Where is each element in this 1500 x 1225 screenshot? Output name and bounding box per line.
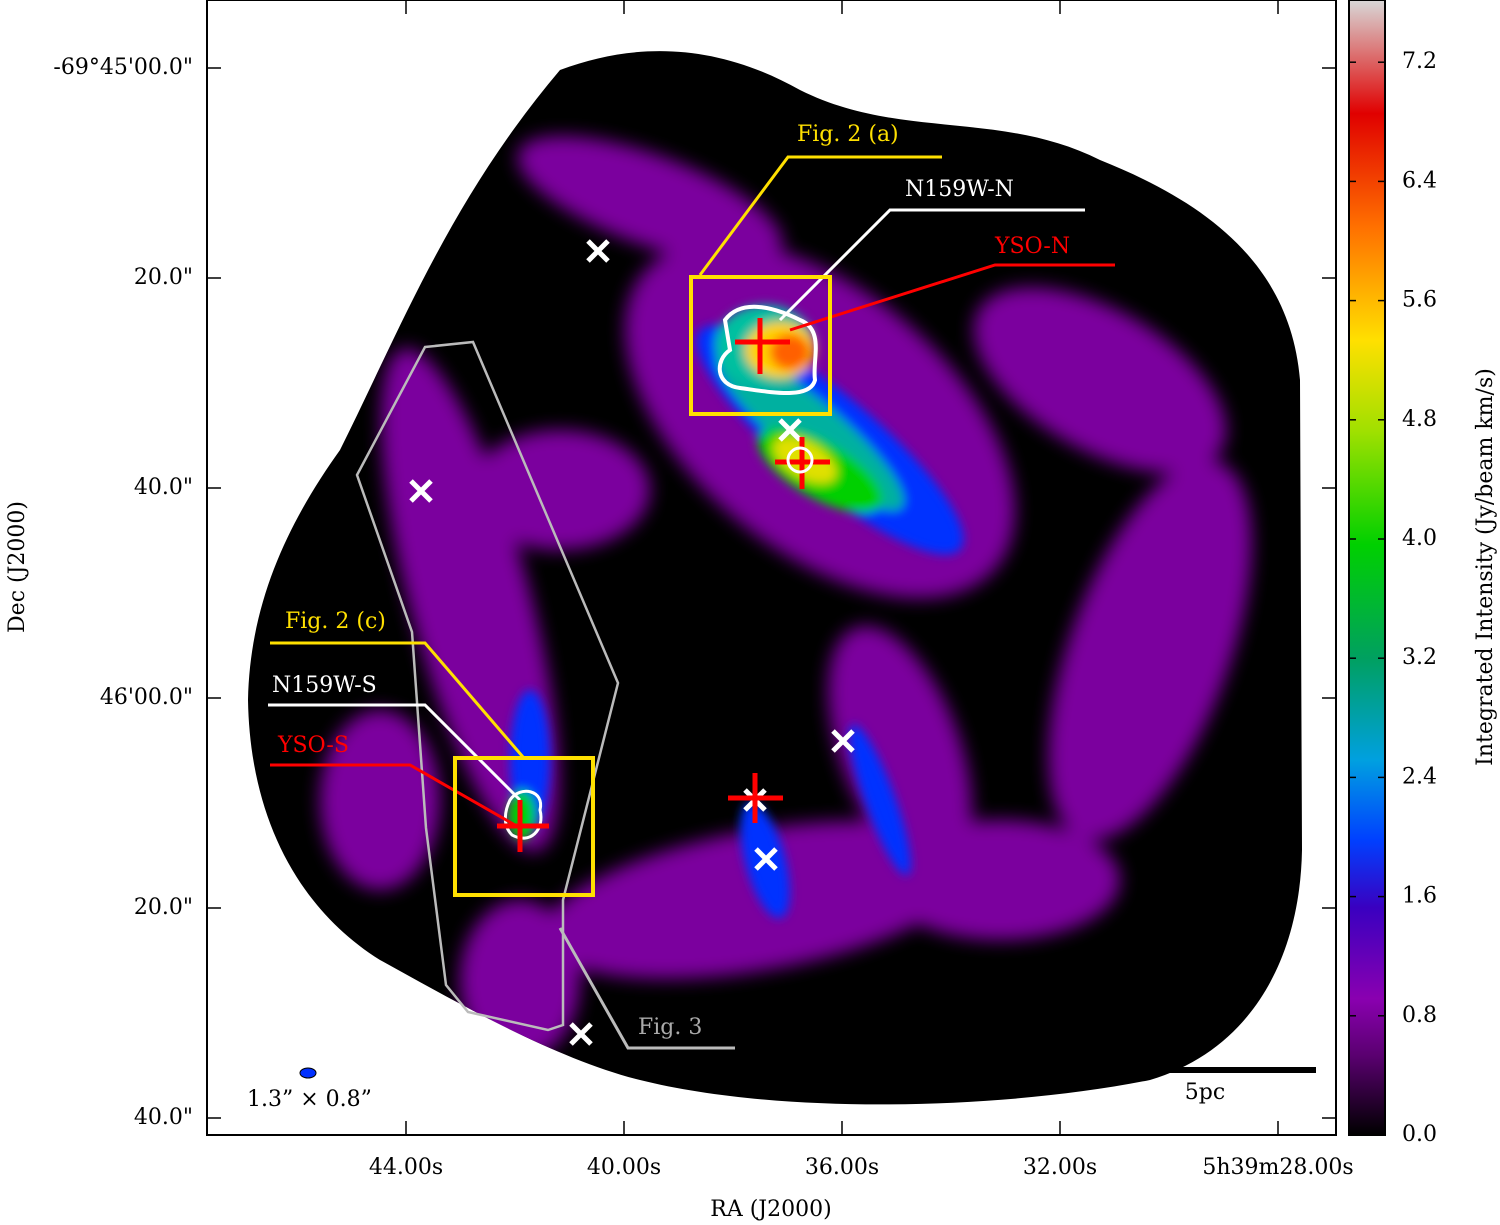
leaders: [268, 155, 1115, 1050]
source-ring: [786, 446, 814, 474]
y-tick-label: 46'00.0": [100, 685, 193, 710]
y-tick-label: 20.0": [134, 895, 193, 920]
colorbar-tick-label: 4.8: [1402, 407, 1437, 432]
fig3-region: [355, 340, 620, 1032]
y-tick-label: -69°45'00.0": [53, 55, 193, 80]
x-tick-label: 40.00s: [587, 1155, 661, 1180]
annotation: Fig. 2 (c): [285, 609, 386, 634]
fig2c-box: [453, 756, 595, 897]
colorbar-tick-label: 3.2: [1402, 645, 1437, 670]
y-tick-label: 40.0": [134, 1105, 193, 1130]
annotation: N159W-N: [905, 177, 1014, 202]
y-tick-label: 40.0": [134, 475, 193, 500]
colorbar-tick-label: 0.0: [1402, 1122, 1437, 1147]
beam: [299, 1067, 317, 1079]
annotation: Fig. 3: [638, 1015, 702, 1040]
ticks: [207, 0, 1385, 1136]
colorbar-tick-label: 2.4: [1402, 764, 1437, 789]
colorbar-tick-label: 4.0: [1402, 526, 1437, 551]
colorbar: [1348, 0, 1386, 1136]
yso-markers: [497, 318, 830, 852]
x-axis-label: RA (J2000): [710, 1197, 831, 1222]
colorbar-tick-label: 0.8: [1402, 1003, 1437, 1028]
annotation: YSO-S: [277, 733, 349, 758]
annotation: Fig. 2 (a): [797, 122, 899, 147]
colorbar-tick-label: 5.6: [1402, 288, 1437, 313]
colorbar-tick-label: 6.4: [1402, 168, 1437, 193]
colorbar-tick-label: 7.2: [1402, 49, 1437, 74]
beam-label: 1.3” × 0.8”: [247, 1087, 372, 1112]
fig2a-box: [689, 275, 832, 416]
y-axis-label: Dec (J2000): [5, 501, 30, 633]
x-tick-label: 5h39m28.00s: [1202, 1155, 1353, 1180]
colorbar-tick-label: 1.6: [1402, 884, 1437, 909]
contour: [717, 304, 818, 395]
scale-label: 5pc: [1185, 1080, 1225, 1105]
x-tick-label: 36.00s: [805, 1155, 879, 1180]
annotation: YSO-N: [994, 234, 1070, 259]
y-tick-label: 20.0": [134, 265, 193, 290]
plot-frame: [206, 0, 1337, 1136]
x-tick-label: 32.00s: [1023, 1155, 1097, 1180]
x-tick-label: 44.00s: [369, 1155, 443, 1180]
colorbar-label: Integrated Intensity (Jy/beam km/s): [1473, 368, 1498, 766]
annotation: N159W-S: [272, 673, 377, 698]
